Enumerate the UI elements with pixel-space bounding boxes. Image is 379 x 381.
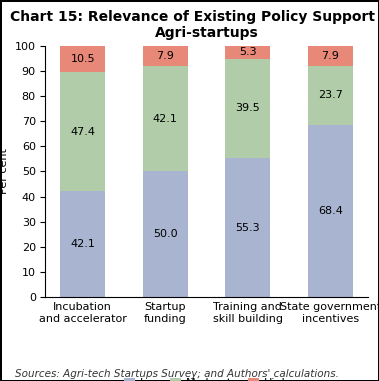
Text: 39.5: 39.5 [235, 104, 260, 114]
Text: 5.3: 5.3 [239, 47, 257, 57]
Bar [143, 171, 188, 297]
Bar [60, 72, 105, 191]
Text: 10.5: 10.5 [70, 54, 95, 64]
Text: 7.9: 7.9 [321, 51, 339, 61]
Bar [308, 125, 353, 297]
Legend: Low, Moderate, High: Low, Moderate, High [119, 373, 294, 381]
Bar [225, 59, 271, 158]
Bar [143, 46, 188, 66]
Text: 7.9: 7.9 [157, 51, 174, 61]
Bar [143, 66, 188, 171]
Bar [225, 45, 271, 59]
Bar [60, 46, 105, 72]
Text: 23.7: 23.7 [318, 90, 343, 100]
Bar [60, 191, 105, 297]
Text: 68.4: 68.4 [318, 206, 343, 216]
Text: Sources: Agri-tech Startups Survey; and Authors' calculations.: Sources: Agri-tech Startups Survey; and … [15, 369, 339, 379]
Y-axis label: Per cent: Per cent [0, 149, 9, 194]
Text: 55.3: 55.3 [235, 223, 260, 233]
Title: Chart 15: Relevance of Existing Policy Support for
Agri-startups: Chart 15: Relevance of Existing Policy S… [10, 10, 379, 40]
Bar [308, 66, 353, 125]
Text: 42.1: 42.1 [153, 114, 178, 123]
Text: 42.1: 42.1 [70, 239, 95, 249]
Text: 50.0: 50.0 [153, 229, 178, 239]
Bar [308, 46, 353, 66]
Bar [225, 158, 271, 297]
Text: 47.4: 47.4 [70, 127, 95, 137]
